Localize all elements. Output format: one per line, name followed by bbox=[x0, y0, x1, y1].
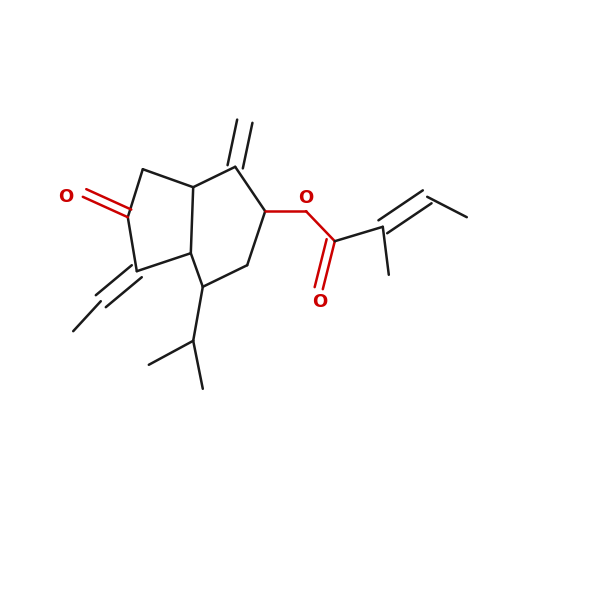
Text: O: O bbox=[58, 188, 74, 206]
Text: O: O bbox=[298, 189, 314, 207]
Text: O: O bbox=[312, 293, 328, 311]
